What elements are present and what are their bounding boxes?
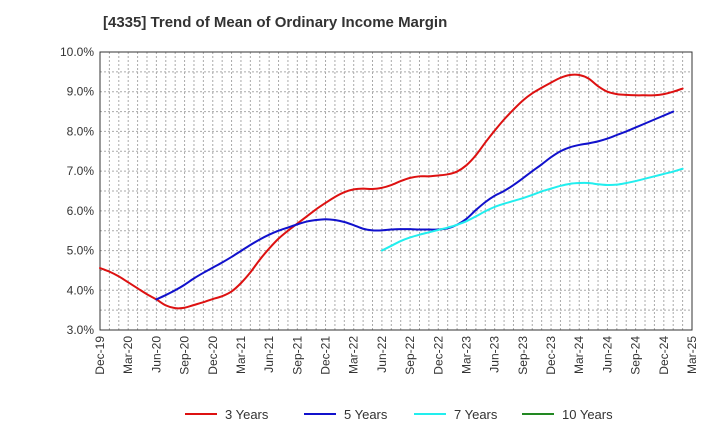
x-tick-label: Sep-20	[178, 336, 192, 375]
y-tick-label: 8.0%	[67, 124, 95, 138]
x-tick-label: Jun-21	[262, 336, 276, 373]
x-tick-label: Dec-22	[431, 336, 445, 375]
series-line-3-years	[99, 73, 684, 310]
legend-label-7-years: 7 Years	[454, 407, 498, 422]
x-tick-label: Mar-25	[685, 336, 699, 374]
x-tick-label: Dec-23	[544, 336, 558, 375]
x-tick-label: Dec-24	[657, 336, 671, 375]
x-tick-label: Jun-23	[488, 336, 502, 373]
x-tick-label: Sep-24	[629, 336, 643, 375]
y-tick-label: 9.0%	[67, 85, 95, 99]
x-tick-label: Dec-19	[93, 336, 107, 375]
x-tick-label: Jun-24	[600, 336, 614, 373]
y-tick-label: 3.0%	[67, 323, 95, 337]
series-line-7-years	[380, 167, 684, 252]
y-tick-label: 6.0%	[67, 204, 95, 218]
x-tick-label: Mar-21	[234, 336, 248, 374]
x-tick-label: Dec-20	[206, 336, 220, 375]
y-axis: 3.0% 4.0% 5.0% 6.0% 7.0% 8.0% 9.0% 10.0%	[60, 45, 94, 337]
x-tick-label: Sep-21	[290, 336, 304, 375]
chart-title: [4335] Trend of Mean of Ordinary Income …	[103, 14, 448, 31]
y-tick-label: 7.0%	[67, 164, 95, 178]
x-tick-label: Jun-20	[149, 336, 163, 373]
x-tick-label: Mar-24	[572, 336, 586, 374]
x-tick-label: Mar-23	[459, 336, 473, 374]
x-tick-label: Mar-20	[121, 336, 135, 374]
y-tick-label: 10.0%	[60, 45, 94, 59]
grid-layer	[100, 52, 692, 330]
legend-label-3-years: 3 Years	[225, 407, 269, 422]
x-tick-label: Sep-22	[403, 336, 417, 375]
x-tick-label: Mar-22	[347, 336, 361, 374]
y-tick-label: 4.0%	[67, 283, 95, 297]
series-line-5-years	[155, 110, 675, 301]
legend-label-10-years: 10 Years	[562, 407, 613, 422]
series-layer	[99, 73, 684, 310]
y-tick-label: 5.0%	[67, 244, 95, 258]
legend: 3 Years 5 Years 7 Years 10 Years	[185, 407, 613, 422]
plot-frame	[99, 51, 693, 331]
x-tick-label: Sep-23	[516, 336, 530, 375]
x-tick-label: Dec-21	[319, 336, 333, 375]
x-tick-label: Jun-22	[375, 336, 389, 373]
x-axis: Dec-19 Mar-20 Jun-20 Sep-20 Dec-20 Mar-21 Jun-…	[93, 336, 699, 375]
legend-label-5-years: 5 Years	[344, 407, 388, 422]
